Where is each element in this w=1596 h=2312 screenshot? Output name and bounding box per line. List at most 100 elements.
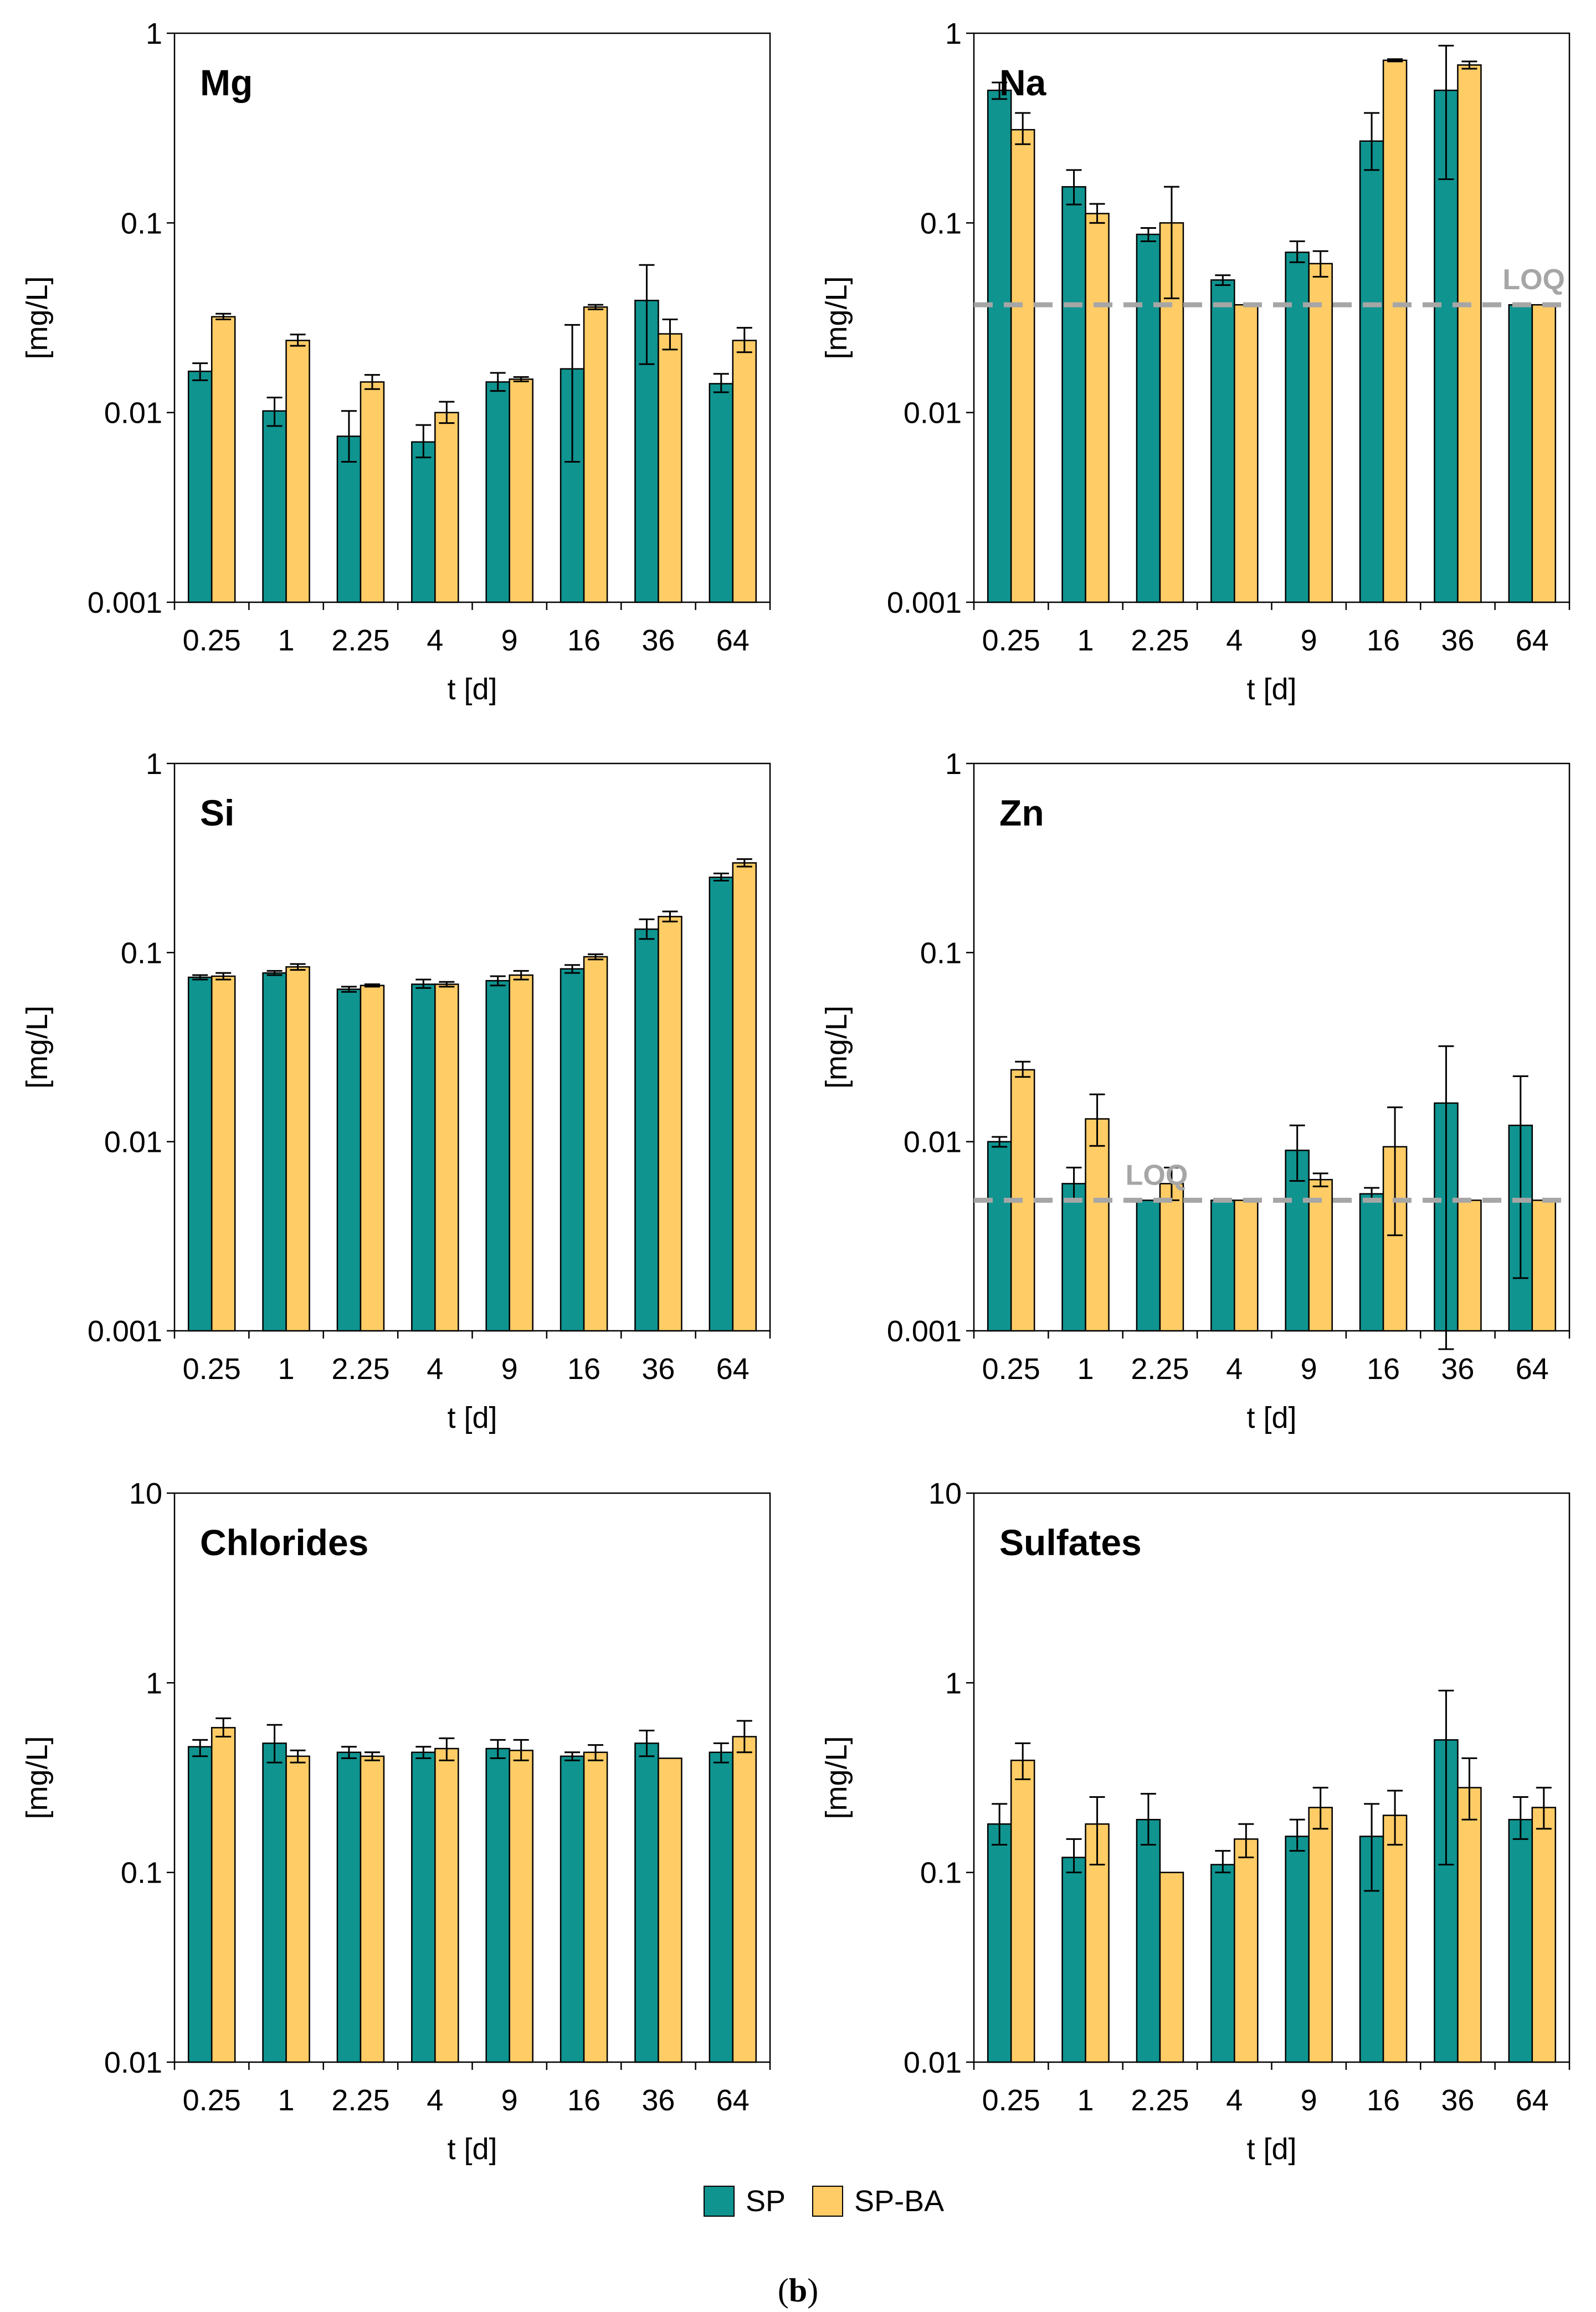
mg-bar-sp-ba [285, 340, 310, 603]
na-bar-sp [1210, 279, 1235, 603]
si-errorbar-sp [341, 986, 357, 993]
sulfates-bar-sp [1061, 1857, 1086, 2063]
mg-bar-sp-ba [583, 306, 608, 603]
chlorides-errorbar-sp-ba [736, 1720, 752, 1754]
chlorides-ytick-label: 1 [146, 1667, 162, 1700]
sulfates-ytick-label: 1 [945, 1667, 962, 1700]
sulfates-bar-sp-ba [1531, 1807, 1557, 2063]
na-errorbar-sp [1364, 112, 1380, 171]
zn-xtick-label: 9 [1301, 1352, 1317, 1386]
si-errorbar-sp [490, 975, 506, 987]
si-xtick-label: 9 [501, 1352, 518, 1386]
mg-ytick-label: 0.01 [104, 397, 162, 430]
na-errorbar-sp-ba [1387, 58, 1403, 63]
zn-bar-sp-ba [1531, 1199, 1557, 1332]
na-errorbar-sp [1438, 44, 1454, 180]
zn-errorbar-sp [1512, 1075, 1528, 1279]
legend: SP SP-BA [704, 2182, 944, 2221]
sulfates-errorbar-sp-ba [1238, 1823, 1254, 1859]
chlorides-ylabel: [mg/L] [20, 1736, 54, 1819]
chlorides-errorbar-sp [713, 1742, 729, 1764]
zn-bar-sp [1210, 1199, 1235, 1332]
mg-xtick-label: 4 [427, 624, 443, 657]
si-bar-sp [262, 972, 287, 1332]
mg-bar-sp-ba [211, 316, 236, 603]
mg-errorbar-sp [341, 410, 357, 463]
legend-label-sp: SP [746, 2185, 786, 2218]
chlorides-errorbar-sp-ba [215, 1717, 232, 1738]
si-xlabel: t [d] [447, 1401, 497, 1434]
zn-ylabel: [mg/L] [820, 1006, 853, 1089]
si-errorbar-sp [415, 978, 432, 989]
sulfates-xtick-label: 36 [1441, 2084, 1474, 2117]
mg-errorbar-sp-ba [364, 374, 380, 390]
panel-zn: 0.001 0.01 0.1 1 [mg/L] 0.25 1 2.25 4 9 16 36 64 t [d… [820, 747, 1571, 1434]
na-errorbar-sp [992, 81, 1008, 100]
zn-ytick-label: 1 [945, 747, 962, 781]
panel-si: 0.001 0.01 0.1 1 [mg/L] 0.25 1 2.25 4 9 16 36 64 t [d… [20, 747, 771, 1434]
si-errorbar-sp [713, 873, 729, 882]
panel-sulfates: 0.01 0.1 1 10 [mg/L] 0.25 1 2.25 4 9 16 36 64 t [d] Su… [820, 1477, 1571, 2166]
sulfates-bar-sp-ba [1382, 1814, 1408, 2063]
si-errorbar-sp-ba [736, 858, 752, 868]
sulfates-xtick-label: 2.25 [1131, 2084, 1189, 2117]
na-ytick-label: 0.001 [887, 586, 962, 619]
panel-mg: 0.001 0.01 0.1 1 [mg/L] 0.25 1 2.25 4 9 16 36 64 t [d… [20, 17, 771, 706]
na-xtick-label: 64 [1516, 624, 1549, 657]
chlorides-bar-sp-ba [658, 1757, 682, 2063]
na-bar-sp-ba [1457, 64, 1482, 603]
mg-errorbar-sp-ba [662, 318, 678, 351]
na-bar-sp-ba [1531, 304, 1557, 603]
zn-xtick-label: 4 [1226, 1352, 1243, 1386]
chlorides-bar-sp-ba [583, 1751, 608, 2063]
na-xlabel: t [d] [1246, 673, 1296, 706]
mg-errorbar-sp [713, 373, 729, 393]
mg-bar-sp-ba [360, 381, 385, 603]
zn-xtick-label: 64 [1516, 1352, 1549, 1386]
si-bar-sp-ba [509, 974, 533, 1332]
zn-bar-sp [987, 1141, 1012, 1332]
mg-xtick-label: 0.25 [183, 624, 241, 657]
mg-errorbar-sp [415, 424, 432, 459]
chlorides-bar-sp [187, 1746, 213, 2063]
si-errorbar-sp [639, 918, 655, 940]
zn-ytick-label: 0.01 [904, 1126, 962, 1159]
zn-errorbar-sp-ba [1312, 1172, 1328, 1187]
sulfates-bar-sp-ba [1159, 1872, 1184, 2063]
mg-xtick-label: 1 [278, 624, 295, 657]
chlorides-bar-sp [411, 1751, 436, 2063]
si-ylabel: [mg/L] [20, 1006, 54, 1089]
zn-bar-sp [1359, 1193, 1384, 1332]
sulfates-xtick-label: 0.25 [982, 2084, 1040, 2117]
si-xtick-label: 4 [427, 1352, 443, 1386]
si-errorbar-sp-ba [588, 953, 604, 961]
mg-errorbar-sp [192, 362, 208, 381]
zn-ytick-label: 0.1 [920, 936, 962, 970]
chlorides-errorbar-sp [341, 1746, 357, 1760]
si-xtick-label: 2.25 [331, 1352, 389, 1386]
zn-bar-sp-ba [1457, 1199, 1482, 1332]
chlorides-errorbar-sp [415, 1746, 432, 1760]
chlorides-bar-sp-ba [360, 1755, 385, 2063]
chlorides-bar-sp [336, 1751, 362, 2063]
si-bar-sp-ba [285, 966, 310, 1332]
chlorides-xtick-label: 64 [716, 2084, 750, 2117]
legend-item-sp-ba: SP-BA [812, 2184, 944, 2218]
mg-xtick-label: 36 [642, 624, 675, 657]
sulfates-bar-sp [987, 1823, 1012, 2063]
si-bar-sp [336, 988, 362, 1332]
sulfates-errorbar-sp-ba [1312, 1787, 1328, 1830]
zn-errorbar-sp [992, 1136, 1008, 1148]
zn-xtick-label: 2.25 [1131, 1352, 1189, 1386]
mg-bar-sp-ba [509, 378, 533, 603]
na-bar-sp-ba [1382, 59, 1408, 603]
mg-ytick-label: 0.001 [88, 586, 162, 619]
mg-errorbar-sp [266, 397, 283, 427]
na-xtick-label: 9 [1301, 624, 1317, 657]
chlorides-bar-sp [485, 1747, 510, 2063]
na-ytick-label: 0.01 [904, 397, 962, 430]
si-bar-sp-ba [360, 985, 385, 1332]
si-bar-sp [485, 980, 510, 1332]
chlorides-errorbar-sp [266, 1724, 283, 1764]
mg-bar-sp-ba [732, 340, 757, 603]
